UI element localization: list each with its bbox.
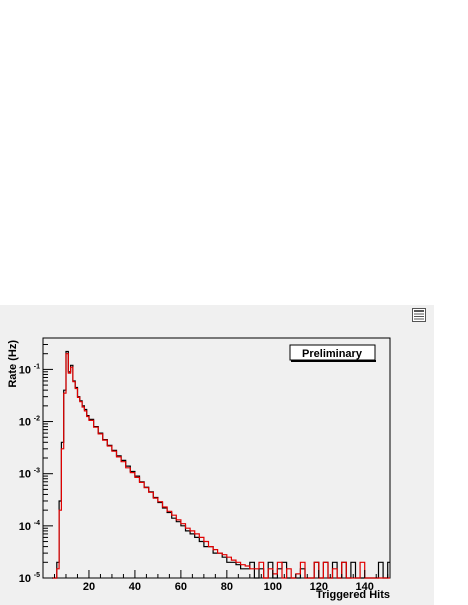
y-tick-exponent: -3 — [34, 468, 40, 475]
annotation-text: Preliminary — [302, 348, 363, 360]
y-tick-label: 10 — [19, 364, 31, 376]
x-axis-title: Triggered Hits — [316, 589, 390, 601]
y-tick-exponent: -5 — [34, 572, 40, 579]
options-menu-icon[interactable] — [412, 308, 426, 322]
x-tick-label: 60 — [175, 581, 187, 593]
y-tick-label: 10 — [19, 521, 31, 533]
series-group — [52, 350, 390, 579]
y-tick-exponent: -1 — [34, 363, 40, 370]
x-tick-label: 80 — [221, 581, 233, 593]
x-tick-label: 120 — [310, 581, 328, 593]
x-tick-label: 20 — [83, 581, 95, 593]
x-tick-label: 140 — [356, 581, 374, 593]
y-tick-exponent: -2 — [34, 416, 40, 423]
y-tick-label: 10 — [19, 417, 31, 429]
y-axis: 10-510-410-310-210-1 — [19, 337, 53, 585]
y-tick-exponent: -4 — [34, 520, 40, 527]
series-line-1 — [52, 353, 390, 579]
x-axis: 20 40 60 80 100 120 140 — [53, 570, 389, 593]
y-tick-label: 10 — [19, 469, 31, 481]
y-tick-label: 10 — [19, 573, 31, 585]
y-axis-title: Rate (Hz) — [7, 340, 19, 388]
x-tick-label: 40 — [129, 581, 141, 593]
x-tick-label: 100 — [264, 581, 282, 593]
